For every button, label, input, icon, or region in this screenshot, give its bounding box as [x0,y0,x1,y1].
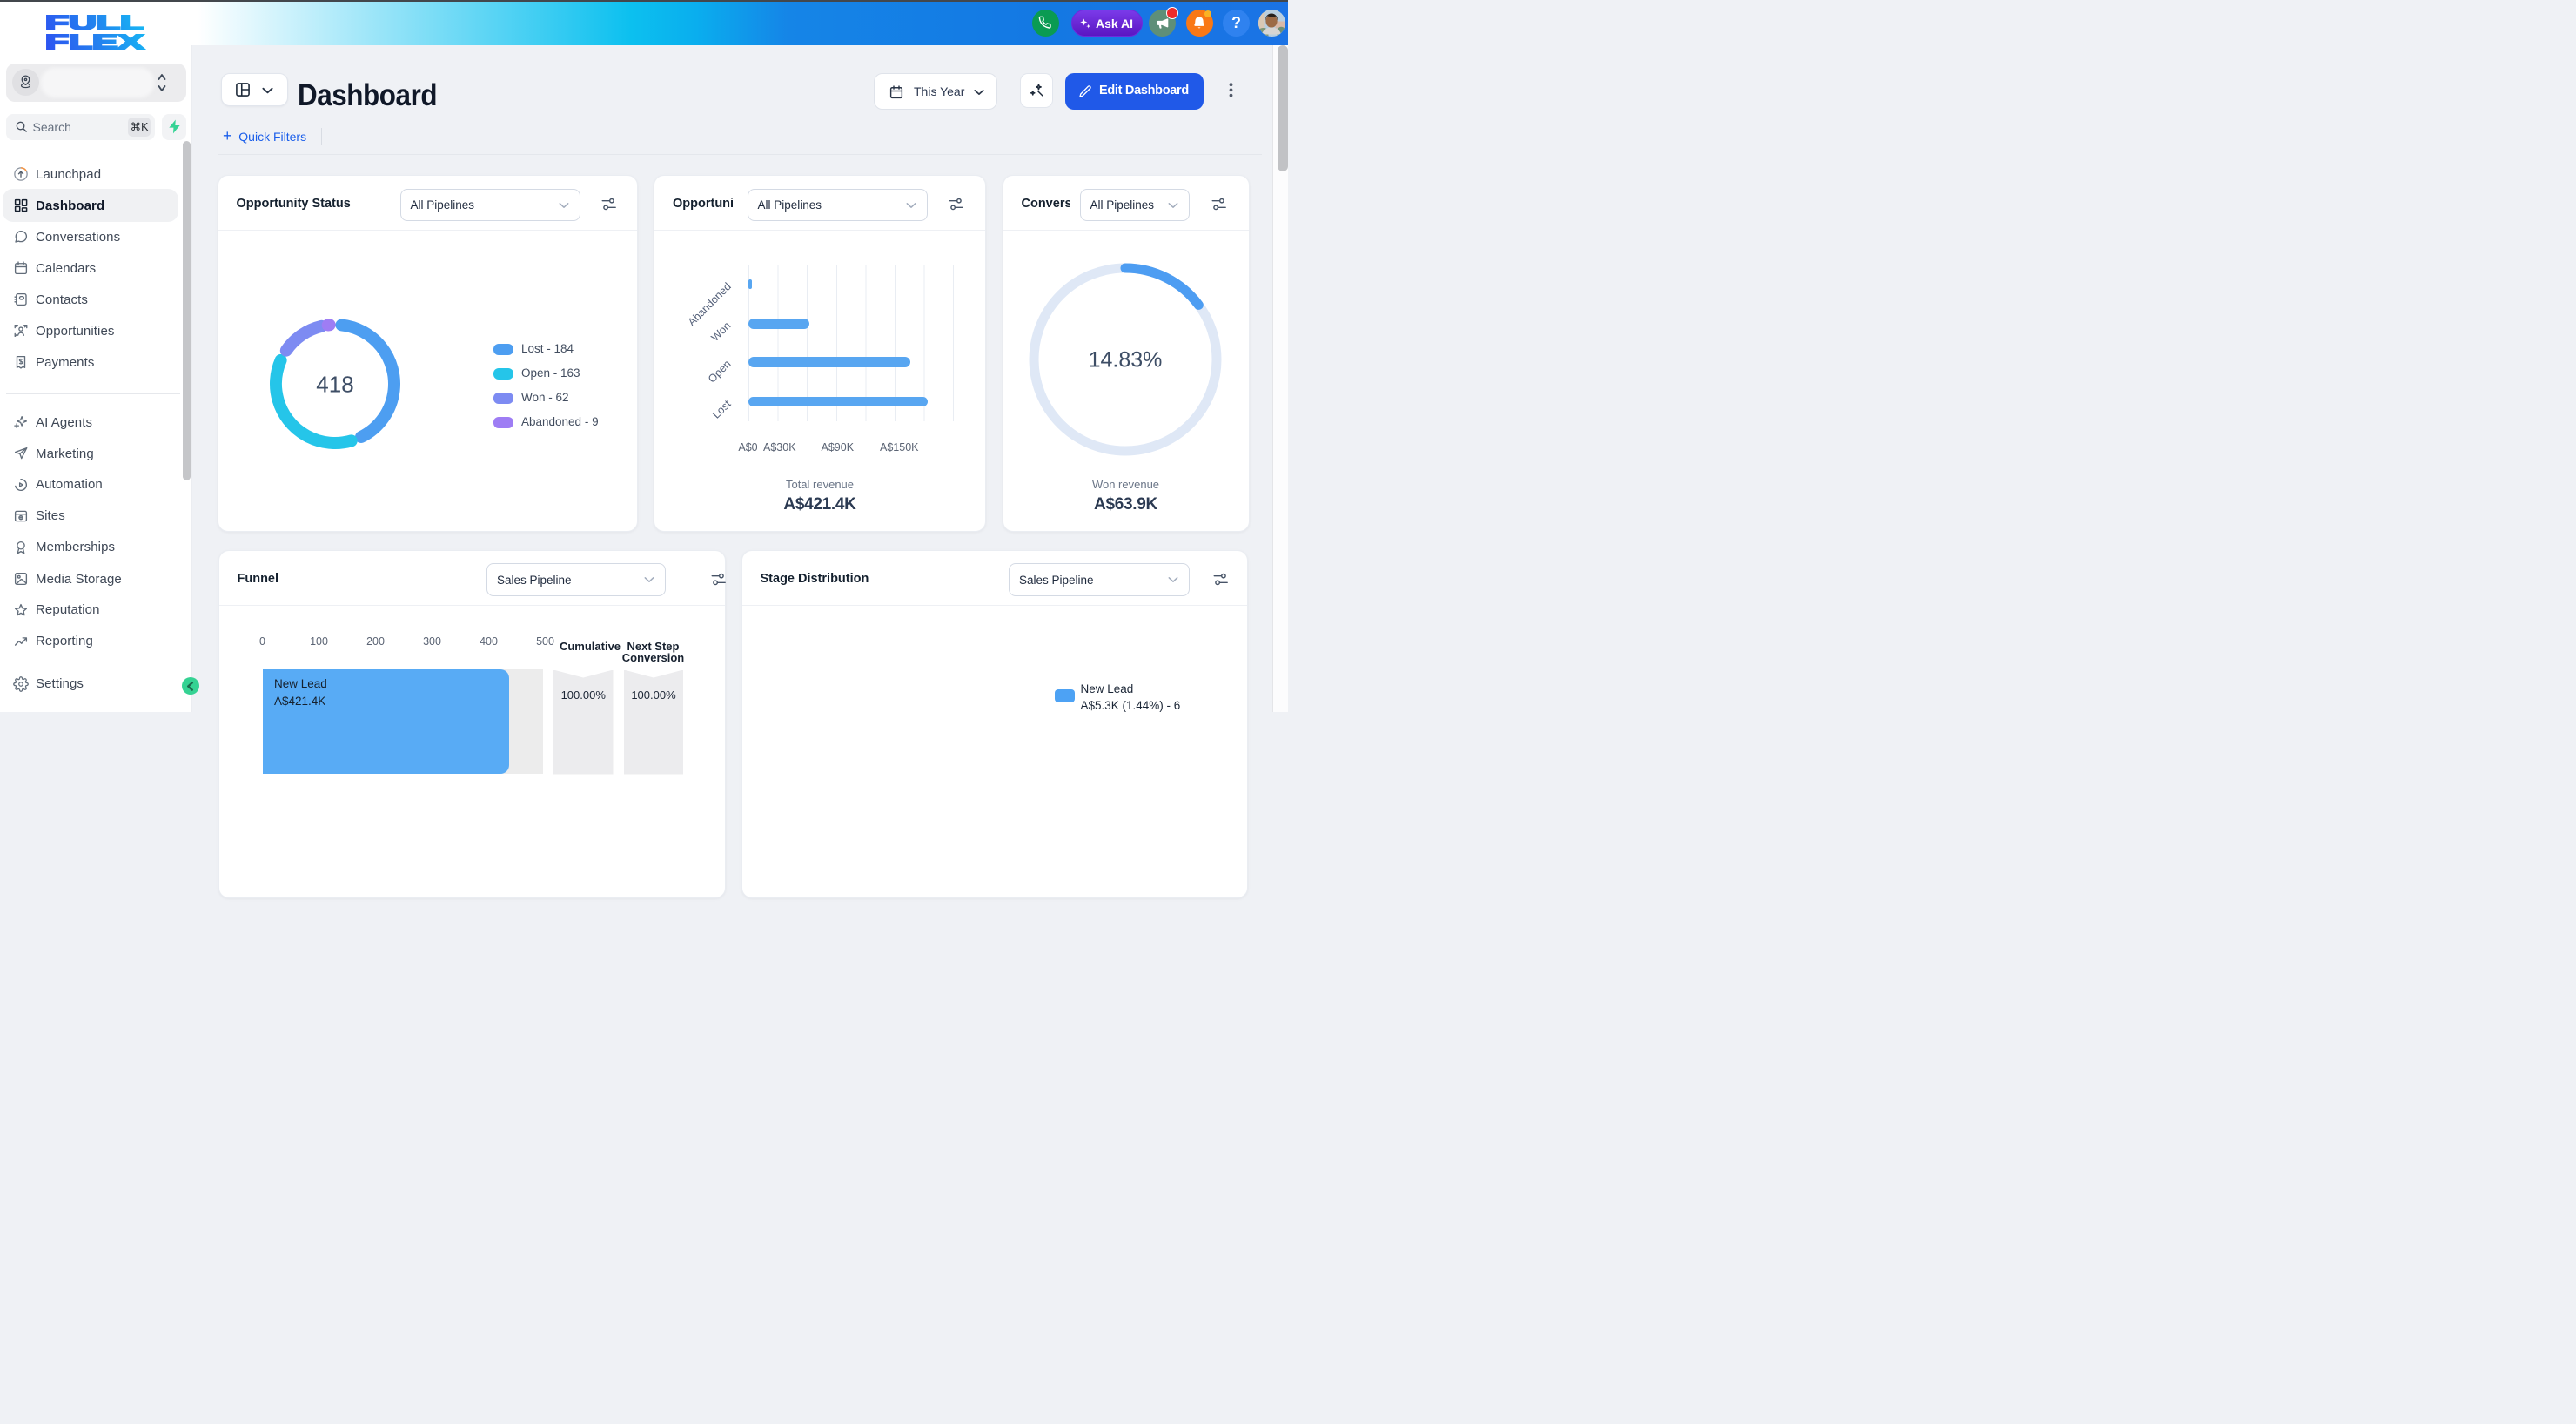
svg-text:418: 418 [316,372,353,398]
svg-text:FLEX: FLEX [46,30,144,50]
svg-text:14.83%: 14.83% [1089,348,1163,373]
svg-text:FULL: FULL [46,13,144,34]
